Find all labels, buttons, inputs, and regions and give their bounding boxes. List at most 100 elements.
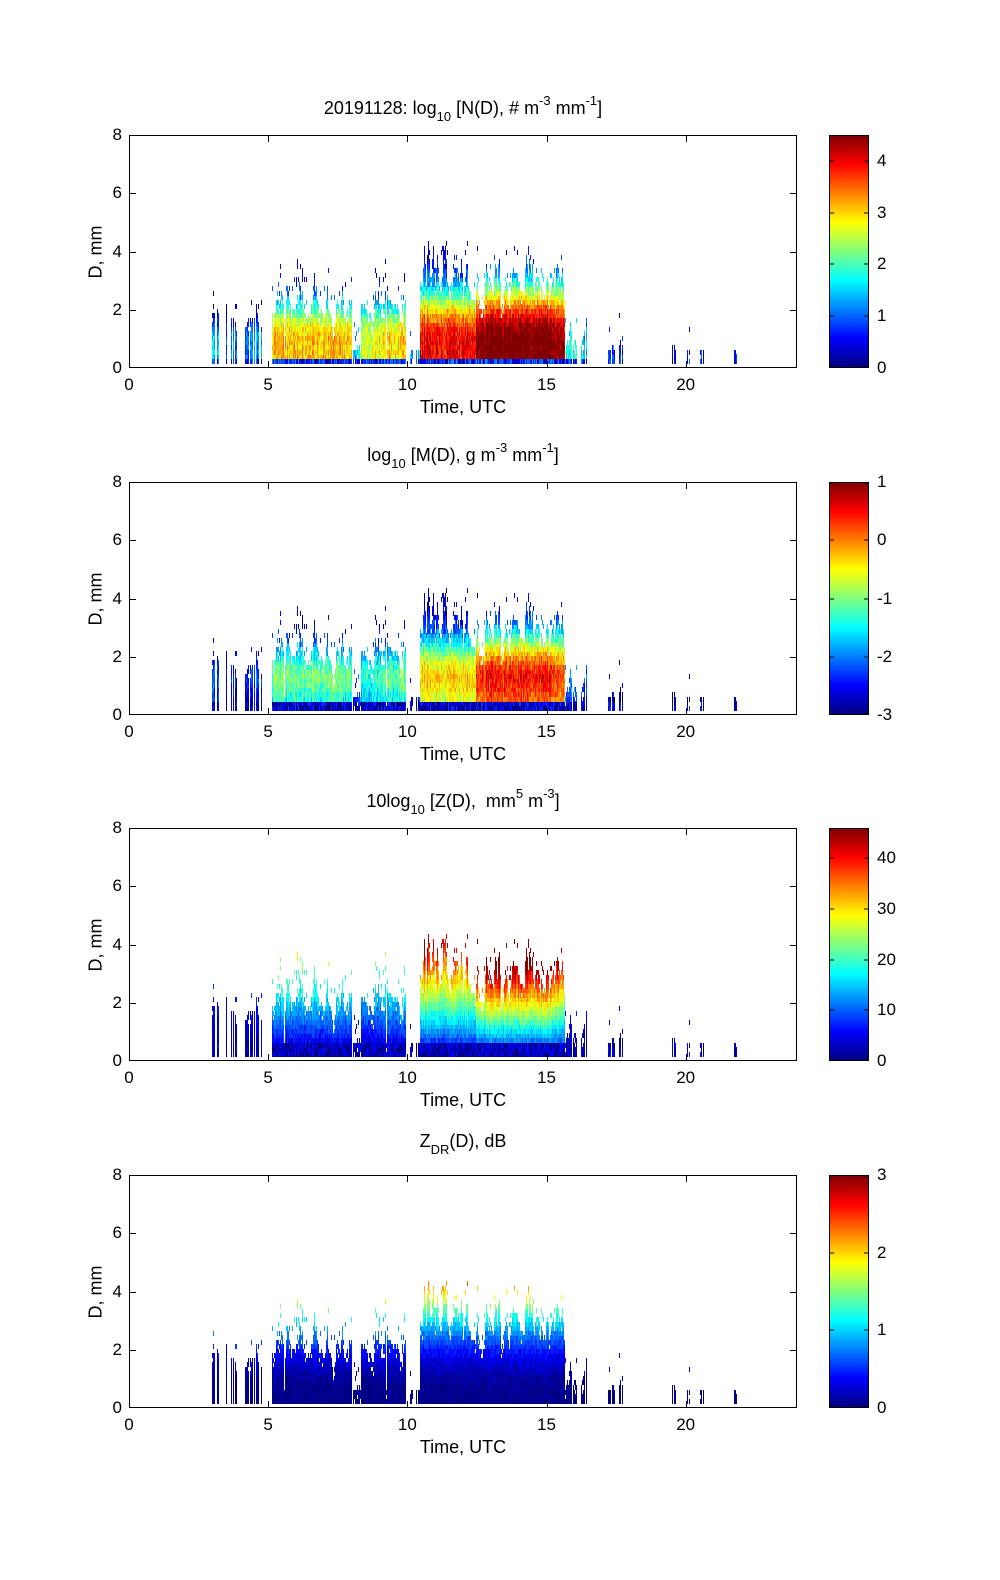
panel-title: 20191128: log10 [N(D), # m-3 mm-1] bbox=[129, 90, 797, 128]
colorbar-canvas bbox=[829, 482, 869, 715]
y-tick-label: 4 bbox=[112, 241, 122, 261]
title-segment: ] bbox=[554, 790, 560, 811]
colorbar-tick-label: 0 bbox=[877, 1398, 887, 1417]
x-tick-label: 5 bbox=[263, 1068, 273, 1087]
title-segment: -3 bbox=[495, 440, 508, 455]
colorbar-canvas bbox=[829, 135, 869, 368]
colorbar-tick-label: 0 bbox=[877, 1051, 887, 1070]
x-tick-label: 20 bbox=[676, 375, 696, 394]
y-tick-label: 6 bbox=[112, 530, 122, 550]
y-tick-label: 2 bbox=[112, 1339, 122, 1359]
title-segment: [M(D), g m bbox=[405, 444, 496, 465]
title-segment: 5 bbox=[515, 786, 524, 801]
heatmap-canvas bbox=[129, 482, 797, 715]
y-tick-label: 4 bbox=[112, 934, 122, 954]
heatmap-canvas bbox=[129, 828, 797, 1061]
colorbar-tick-label: -1 bbox=[877, 588, 893, 608]
heatmap-canvas bbox=[129, 1175, 797, 1408]
title-segment: ] bbox=[553, 444, 559, 465]
title-segment: 20191128: log bbox=[323, 97, 437, 118]
y-tick-label: 8 bbox=[112, 125, 122, 144]
y-tick-label: 2 bbox=[112, 992, 122, 1012]
colorbar-tick-label: 1 bbox=[877, 1320, 887, 1340]
title-segment: m bbox=[523, 790, 544, 811]
x-axis-label: Time, UTC bbox=[419, 1437, 507, 1457]
title-segment: 10 bbox=[391, 455, 406, 471]
x-tick-label: 0 bbox=[124, 375, 134, 394]
y-tick-label: 8 bbox=[112, 472, 122, 491]
x-tick-label: 10 bbox=[397, 375, 417, 394]
title-segment: 10 bbox=[410, 801, 425, 817]
x-tick-label: 0 bbox=[124, 1068, 134, 1087]
x-tick-label: 0 bbox=[124, 1415, 134, 1434]
y-tick-label: 0 bbox=[112, 1051, 122, 1070]
x-tick-label: 15 bbox=[537, 1415, 556, 1434]
x-tick-label: 15 bbox=[537, 375, 556, 394]
x-tick-label: 0 bbox=[124, 722, 134, 741]
title-segment: [N(D), # m bbox=[451, 97, 540, 118]
title-segment: 10 bbox=[436, 108, 452, 124]
colorbar-tick-label: -3 bbox=[877, 705, 893, 724]
colorbar-tick-label: 30 bbox=[877, 899, 896, 919]
colorbar-tick-label: 2 bbox=[877, 254, 887, 274]
colorbar-tick-label: 2 bbox=[877, 1242, 887, 1262]
title-segment: mm bbox=[507, 444, 543, 465]
x-tick-label: 20 bbox=[676, 722, 696, 741]
x-axis-label: Time, UTC bbox=[419, 744, 507, 764]
colorbar-tick-label: 4 bbox=[877, 150, 887, 170]
heatmap-canvas bbox=[129, 135, 797, 368]
y-tick-label: 2 bbox=[112, 299, 122, 319]
title-segment: -3 bbox=[543, 786, 555, 801]
title-segment: -1 bbox=[542, 440, 554, 455]
x-tick-label: 5 bbox=[263, 1415, 273, 1434]
y-tick-label: 6 bbox=[112, 183, 122, 203]
colorbar-tick-label: 0 bbox=[877, 530, 887, 550]
title-segment: log bbox=[367, 444, 392, 465]
colorbar-tick-label: 0 bbox=[877, 358, 887, 377]
x-tick-label: 15 bbox=[537, 722, 556, 741]
y-tick-label: 0 bbox=[112, 358, 122, 377]
x-tick-label: 5 bbox=[263, 375, 273, 394]
colorbar-tick-label: 1 bbox=[877, 472, 887, 491]
colorbar-tick-label: 40 bbox=[877, 848, 896, 868]
y-tick-label: 8 bbox=[112, 818, 122, 837]
y-tick-label: 6 bbox=[112, 876, 122, 896]
panel-title: 10log10 [Z(D), mm5 m-3] bbox=[129, 783, 797, 821]
title-segment: ] bbox=[597, 97, 603, 118]
panel-title: log10 [M(D), g m-3 mm-1] bbox=[129, 437, 797, 475]
colorbar-canvas bbox=[829, 1175, 869, 1408]
x-tick-label: 10 bbox=[397, 722, 417, 741]
y-tick-label: 2 bbox=[112, 646, 122, 666]
y-tick-label: 0 bbox=[112, 705, 122, 724]
y-tick-label: 4 bbox=[112, 1281, 122, 1301]
title-segment: Z bbox=[419, 1131, 431, 1151]
colorbar-tick-label: 3 bbox=[877, 1165, 887, 1184]
x-tick-label: 15 bbox=[537, 1068, 556, 1087]
y-tick-label: 0 bbox=[112, 1398, 122, 1417]
x-tick-label: 10 bbox=[397, 1068, 417, 1087]
title-segment: DR bbox=[430, 1142, 450, 1158]
panel-title: ZDR(D), dB bbox=[129, 1130, 797, 1161]
title-segment: mm bbox=[550, 97, 586, 118]
colorbar-tick-label: 20 bbox=[877, 949, 896, 969]
title-segment: (D), dB bbox=[449, 1131, 507, 1151]
x-axis-label: Time, UTC bbox=[419, 1090, 507, 1110]
title-segment: -1 bbox=[585, 93, 598, 108]
colorbar-tick-label: 3 bbox=[877, 202, 887, 222]
x-tick-label: 5 bbox=[263, 722, 273, 741]
y-tick-label: 4 bbox=[112, 588, 122, 608]
x-tick-label: 20 bbox=[676, 1068, 696, 1087]
colorbar-canvas bbox=[829, 828, 869, 1061]
x-tick-label: 20 bbox=[676, 1415, 696, 1434]
y-tick-label: 6 bbox=[112, 1223, 122, 1243]
x-tick-label: 10 bbox=[397, 1415, 417, 1434]
title-segment: [Z(D), mm bbox=[424, 790, 516, 811]
x-axis-label: Time, UTC bbox=[419, 397, 507, 417]
colorbar-tick-label: -2 bbox=[877, 646, 893, 666]
title-segment: 10log bbox=[366, 790, 411, 811]
